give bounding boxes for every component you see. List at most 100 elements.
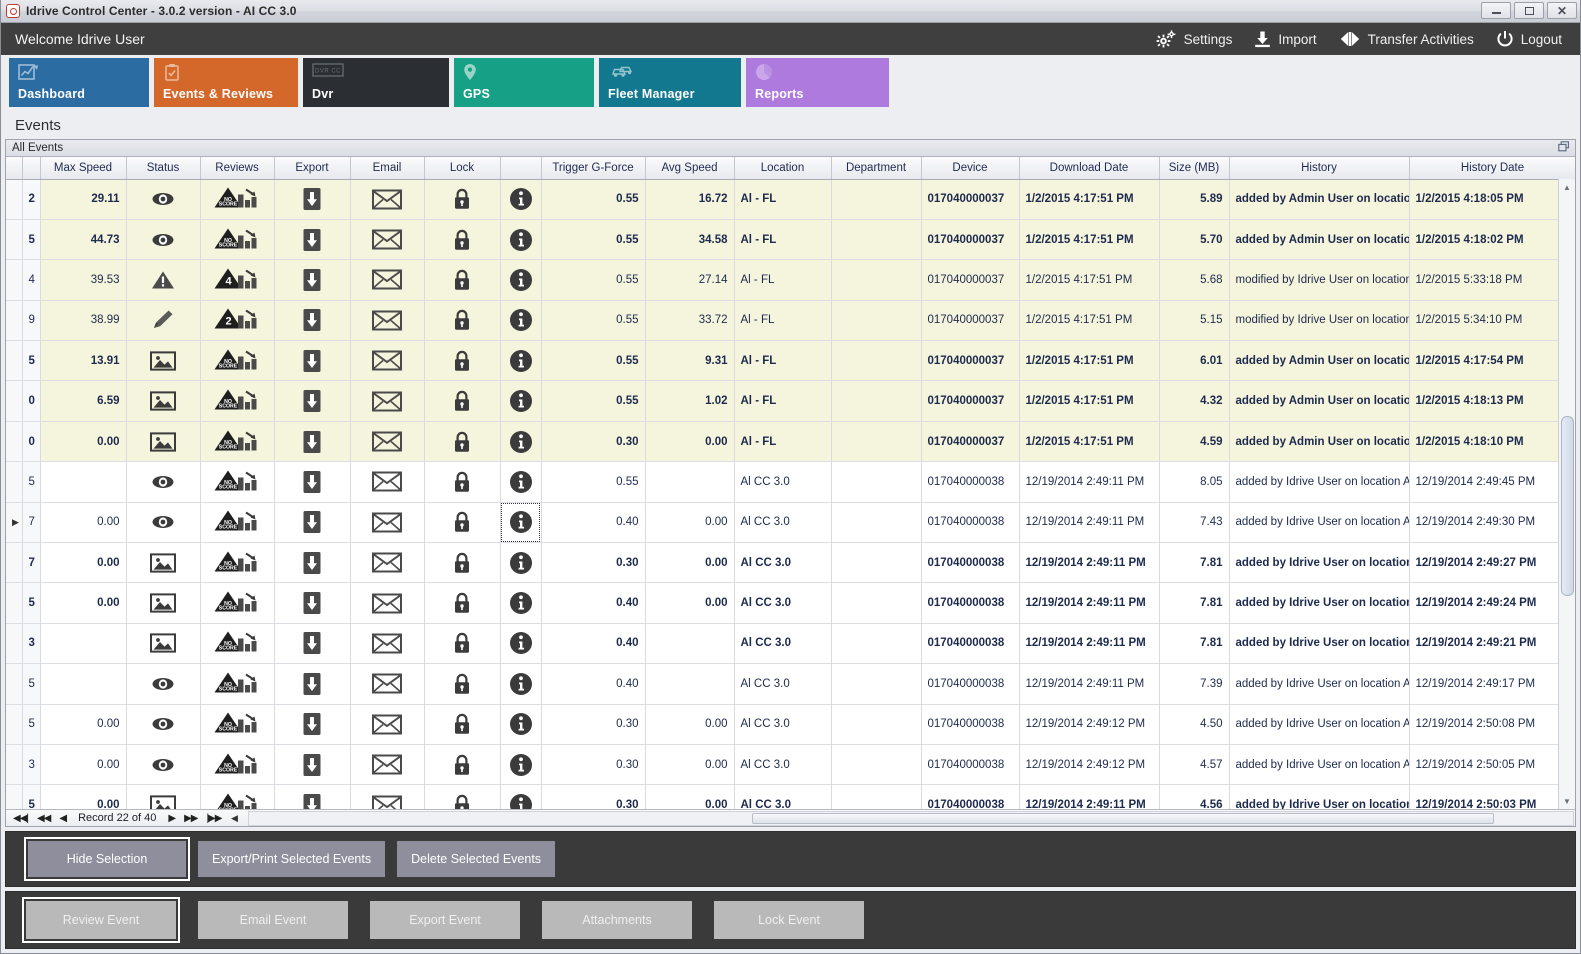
cell-email-envelope-icon[interactable] xyxy=(350,542,425,584)
email-event-button[interactable]: Email Event xyxy=(198,901,348,939)
cell-reviews-score-icon[interactable]: 2 xyxy=(200,300,275,342)
import-button[interactable]: Import xyxy=(1254,30,1317,48)
cell-email-envelope-icon[interactable] xyxy=(350,380,425,422)
cell-status-eye-icon[interactable] xyxy=(126,179,201,220)
vertical-scrollbar[interactable]: ▲ ▼ xyxy=(1558,179,1575,809)
cell-email-envelope-icon[interactable] xyxy=(350,461,425,503)
logout-button[interactable]: Logout xyxy=(1496,30,1562,48)
cell-info-icon[interactable] xyxy=(500,623,542,665)
cell-lock-padlock-icon[interactable] xyxy=(424,704,501,745)
review-event-button[interactable]: Review Event xyxy=(26,901,176,939)
cell-lock-padlock-icon[interactable] xyxy=(424,300,501,342)
col-status[interactable]: Status xyxy=(126,157,201,180)
cell-info-icon[interactable] xyxy=(500,502,542,544)
table-row[interactable]: 5 44.73 NO SCORE 0.55 34.58 Al - FL 01704000003… xyxy=(6,219,1575,261)
tab-reports[interactable]: Reports xyxy=(746,58,889,107)
tab-fleet-manager[interactable]: Fleet Manager xyxy=(599,58,741,107)
cell-status-eye-icon[interactable] xyxy=(126,663,201,705)
tab-events-and-reviews[interactable]: Events & Reviews xyxy=(151,53,301,111)
close-button[interactable]: ✕ xyxy=(1547,2,1577,19)
col-avg-speed[interactable]: Avg Speed xyxy=(645,157,735,180)
cell-export-download-icon[interactable] xyxy=(274,744,351,786)
restore-window-icon[interactable] xyxy=(1558,141,1570,155)
cell-status-pencil-icon[interactable] xyxy=(126,300,201,342)
table-row[interactable]: 5 NO SCORE 0.40 Al CC 3.0 017040000038 12/19/2… xyxy=(6,663,1575,705)
cell-email-envelope-icon[interactable] xyxy=(350,219,425,261)
horizontal-scroll-thumb[interactable] xyxy=(752,812,1494,824)
first-record-button[interactable]: ◀◀| xyxy=(13,812,29,824)
scroll-down-icon[interactable]: ▼ xyxy=(1563,796,1571,806)
cell-lock-padlock-icon[interactable] xyxy=(424,542,501,584)
cell-export-download-icon[interactable] xyxy=(274,421,351,463)
cell-lock-padlock-icon[interactable] xyxy=(424,340,501,382)
cell-info-icon[interactable] xyxy=(500,542,542,584)
cell-lock-padlock-icon[interactable] xyxy=(424,380,501,422)
table-row[interactable]: 2 29.11 NO SCORE 0.55 16.72 Al - FL 01704000003… xyxy=(6,179,1575,220)
last-record-button[interactable]: |▶▶ xyxy=(206,812,222,824)
cell-status-image-icon[interactable] xyxy=(126,542,201,584)
col-info[interactable] xyxy=(500,157,542,180)
cell-info-icon[interactable] xyxy=(500,219,542,261)
table-row[interactable]: 9 38.99 2 0.55 33.72 Al - FL 017040000037 1/2/2… xyxy=(6,300,1575,342)
table-row[interactable]: 0 0.00 NO SCORE 0.30 0.00 Al - FL 017040000037 1… xyxy=(6,421,1575,463)
cell-export-download-icon[interactable] xyxy=(274,179,351,220)
delete-selected-events-button[interactable]: Delete Selected Events xyxy=(397,841,556,877)
table-row[interactable]: 3 0.00 NO SCORE 0.30 0.00 Al CC 3.0 01704000003… xyxy=(6,744,1575,786)
table-row[interactable]: 5 NO SCORE 0.55 Al CC 3.0 017040000038 12/19/2… xyxy=(6,461,1575,503)
col-lock[interactable]: Lock xyxy=(424,157,501,180)
cell-status-eye-icon[interactable] xyxy=(126,219,201,261)
cell-lock-padlock-icon[interactable] xyxy=(424,502,501,544)
scroll-up-icon[interactable]: ▲ xyxy=(1563,182,1571,192)
col-reviews[interactable]: Reviews xyxy=(200,157,275,180)
scroll-left-icon[interactable]: ◀ xyxy=(230,812,238,823)
cell-info-icon[interactable] xyxy=(500,704,542,745)
cell-status-eye-icon[interactable] xyxy=(126,744,201,786)
cell-lock-padlock-icon[interactable] xyxy=(424,219,501,261)
cell-info-icon[interactable] xyxy=(500,340,542,382)
col-download-date[interactable]: Download Date xyxy=(1019,157,1160,180)
col-department[interactable]: Department xyxy=(831,157,922,180)
col-max-speed[interactable]: Max Speed xyxy=(40,157,127,180)
col-device[interactable]: Device xyxy=(921,157,1020,180)
cell-export-download-icon[interactable] xyxy=(274,461,351,503)
cell-email-envelope-icon[interactable] xyxy=(350,340,425,382)
vertical-scroll-track[interactable] xyxy=(1559,195,1576,793)
cell-info-icon[interactable] xyxy=(500,259,542,301)
col-history-date[interactable]: History Date xyxy=(1409,157,1575,180)
cell-export-download-icon[interactable] xyxy=(274,502,351,544)
minimize-button[interactable] xyxy=(1481,2,1511,19)
hide-selection-button[interactable]: Hide Selection xyxy=(28,841,186,877)
next-page-button[interactable]: ▶▶ xyxy=(184,812,198,824)
cell-export-download-icon[interactable] xyxy=(274,704,351,745)
cell-info-icon[interactable] xyxy=(500,300,542,342)
tab-dvr[interactable]: DVR CC Dvr xyxy=(303,58,449,107)
cell-export-download-icon[interactable] xyxy=(274,784,351,809)
attachments-button[interactable]: Attachments xyxy=(542,901,692,939)
col-history[interactable]: History xyxy=(1229,157,1410,180)
cell-export-download-icon[interactable] xyxy=(274,380,351,422)
table-row[interactable]: 5 0.00 NO SCORE 0.40 0.00 Al CC 3.0 01704000003… xyxy=(6,582,1575,624)
cell-lock-padlock-icon[interactable] xyxy=(424,582,501,624)
previous-record-button[interactable]: ◀ xyxy=(59,812,67,824)
cell-lock-padlock-icon[interactable] xyxy=(424,461,501,503)
cell-email-envelope-icon[interactable] xyxy=(350,582,425,624)
cell-email-envelope-icon[interactable] xyxy=(350,502,425,544)
cell-info-icon[interactable] xyxy=(500,582,542,624)
cell-export-download-icon[interactable] xyxy=(274,340,351,382)
cell-lock-padlock-icon[interactable] xyxy=(424,784,501,809)
cell-status-eye-icon[interactable] xyxy=(126,461,201,503)
cell-status-eye-icon[interactable] xyxy=(126,502,201,544)
cell-info-icon[interactable] xyxy=(500,380,542,422)
cell-reviews-score-icon[interactable]: 4 xyxy=(200,259,275,301)
cell-status-image-icon[interactable] xyxy=(126,784,201,809)
cell-info-icon[interactable] xyxy=(500,784,542,809)
cell-lock-padlock-icon[interactable] xyxy=(424,179,501,220)
col-location[interactable]: Location xyxy=(734,157,832,180)
